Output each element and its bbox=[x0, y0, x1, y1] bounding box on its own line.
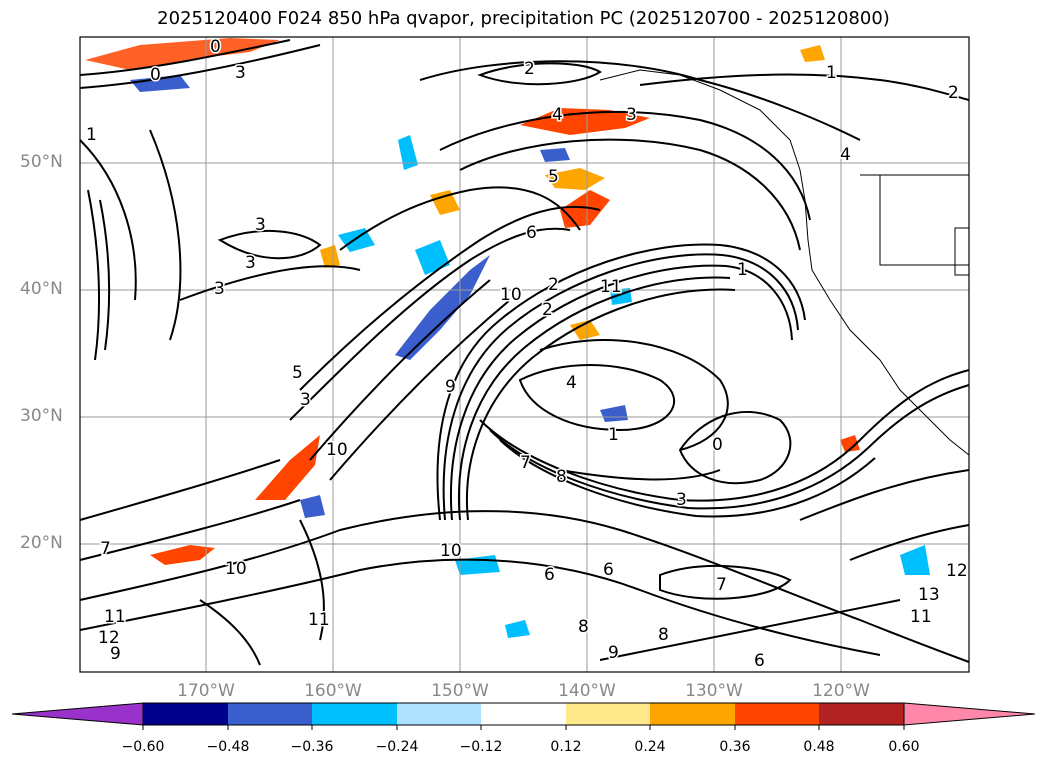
map-title: 2025120400 F024 850 hPa qvapor, precipit… bbox=[157, 8, 890, 29]
contour-label: 11 bbox=[910, 607, 932, 627]
contour-label: 10 bbox=[326, 440, 348, 460]
lon-label-140w: 140°W bbox=[558, 681, 616, 701]
shade-blue bbox=[338, 228, 375, 252]
colorbar-tick-label: 0.12 bbox=[550, 739, 582, 755]
lon-label-130w: 130°W bbox=[685, 681, 743, 701]
shade-orange bbox=[545, 168, 605, 190]
colorbar bbox=[11, 702, 1036, 730]
colorbar-tick-label: −0.60 bbox=[121, 739, 165, 755]
colorbar-tick-label: 0.24 bbox=[634, 739, 666, 755]
shade-orange bbox=[320, 245, 340, 268]
shade-orange bbox=[255, 435, 320, 500]
contour-label: 0 bbox=[210, 37, 221, 57]
contour-label: 8 bbox=[658, 625, 669, 645]
colorbar-tick-label: 0.36 bbox=[719, 739, 751, 755]
contour-label: 11 bbox=[104, 607, 126, 627]
contour-label: 5 bbox=[548, 167, 559, 187]
colorbar-tick-label: −0.36 bbox=[290, 739, 334, 755]
graticule bbox=[80, 37, 969, 672]
contour-label: 3 bbox=[245, 253, 256, 273]
lon-label-150w: 150°W bbox=[431, 681, 489, 701]
contour-label: 10 bbox=[500, 285, 522, 305]
shade-orange bbox=[840, 435, 860, 452]
shade-blue bbox=[600, 405, 628, 422]
colorbar-tick-label: −0.48 bbox=[206, 739, 250, 755]
shade-blue bbox=[300, 495, 325, 518]
contour-label: 11 bbox=[308, 610, 330, 630]
contour-label: 10 bbox=[225, 559, 247, 579]
colorbar-tick-label: −0.12 bbox=[459, 739, 503, 755]
contour-label: 6 bbox=[754, 651, 765, 671]
shade-blue bbox=[130, 75, 190, 92]
lon-label-160w: 160°W bbox=[304, 681, 362, 701]
contour-label: 2 bbox=[524, 59, 535, 79]
contour-label: 1 bbox=[737, 260, 748, 280]
shade-blue bbox=[505, 620, 530, 638]
shade-orange bbox=[430, 190, 460, 215]
contours bbox=[79, 39, 970, 666]
lat-label-30n: 30°N bbox=[20, 406, 63, 426]
contour-label: 10 bbox=[440, 541, 462, 561]
contour-label: 12 bbox=[98, 628, 120, 648]
lat-label-50n: 50°N bbox=[20, 152, 63, 172]
contour-label: 1 bbox=[608, 425, 619, 445]
contour-label: 3 bbox=[255, 215, 266, 235]
contour-label: 3 bbox=[626, 105, 637, 125]
contour-label: 5 bbox=[292, 363, 303, 383]
contour-label: 3 bbox=[676, 490, 687, 510]
contour-label: 11 bbox=[600, 277, 622, 297]
contour-label: 0 bbox=[150, 65, 161, 85]
map-frame bbox=[79, 36, 970, 673]
colorbar-tick-label: 0.48 bbox=[803, 739, 835, 755]
lon-label-120w: 120°W bbox=[812, 681, 870, 701]
shade-orange bbox=[150, 545, 215, 565]
colorbar-over-arrow bbox=[903, 702, 1036, 726]
contour-label: 4 bbox=[552, 105, 563, 125]
shade-blue bbox=[900, 545, 930, 575]
shade-blue bbox=[395, 255, 490, 360]
shade-orange bbox=[800, 45, 825, 62]
map-plot-area bbox=[79, 36, 970, 673]
contour-label: 0 bbox=[712, 435, 723, 455]
contour-label: 1 bbox=[826, 63, 837, 83]
contour-label: 2 bbox=[548, 275, 559, 295]
contour-label: 3 bbox=[235, 63, 246, 83]
contour-label: 7 bbox=[716, 575, 727, 595]
contour-label: 6 bbox=[526, 223, 537, 243]
contour-label: 7 bbox=[520, 453, 531, 473]
contour-label: 3 bbox=[300, 390, 311, 410]
shade-blue bbox=[540, 148, 570, 162]
contour-label: 6 bbox=[544, 565, 555, 585]
shade-orange bbox=[570, 320, 600, 340]
contour-label: 9 bbox=[110, 644, 121, 664]
contour-label: 7 bbox=[100, 539, 111, 559]
colorbar-under-arrow bbox=[11, 702, 144, 726]
contour-label: 4 bbox=[566, 373, 577, 393]
contour-label: 4 bbox=[840, 145, 851, 165]
shade-orange bbox=[520, 108, 650, 135]
coastlines bbox=[599, 69, 970, 456]
contour-label: 13 bbox=[918, 585, 940, 605]
contour-label: 8 bbox=[578, 617, 589, 637]
contour-label: 1 bbox=[86, 125, 97, 145]
contour-label: 2 bbox=[542, 300, 553, 320]
contour-label: 9 bbox=[445, 377, 456, 397]
colorbar-tick-label: −0.24 bbox=[375, 739, 419, 755]
contour-label: 12 bbox=[946, 561, 968, 581]
lat-label-20n: 20°N bbox=[20, 533, 63, 553]
shade-orange bbox=[85, 38, 280, 70]
colorbar-tick-label: 0.60 bbox=[888, 739, 920, 755]
contour-label: 8 bbox=[556, 467, 567, 487]
shade-blue bbox=[398, 135, 418, 170]
contour-label: 9 bbox=[608, 643, 619, 663]
lat-label-40n: 40°N bbox=[20, 279, 63, 299]
lon-label-170w: 170°W bbox=[177, 681, 235, 701]
contour-label: 6 bbox=[603, 560, 614, 580]
contour-label: 3 bbox=[214, 279, 225, 299]
contour-label: 2 bbox=[948, 83, 959, 103]
